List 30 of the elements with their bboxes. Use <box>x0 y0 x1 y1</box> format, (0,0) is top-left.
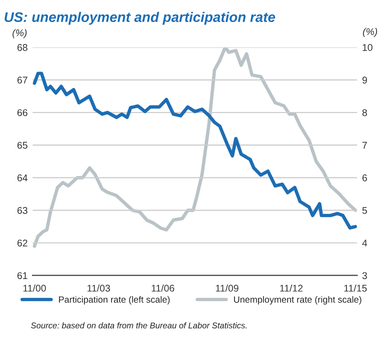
legend-label: Unemployment rate (right scale) <box>234 296 362 305</box>
y-tick-label: 65 <box>17 142 28 149</box>
y2-tick-label: 3 <box>362 272 367 280</box>
chart-title: US: unemployment and participation rate <box>4 12 276 25</box>
y-tick-label: 68 <box>17 44 28 51</box>
y2-tick-label: 4 <box>362 240 368 246</box>
y2-tick-label: 9 <box>362 76 367 84</box>
x-tick-label: 11/00 <box>23 284 46 292</box>
y-tick-label: 66 <box>17 109 28 116</box>
y-axis-title: (%) <box>12 29 27 38</box>
y2-tick-label: 8 <box>362 109 367 116</box>
y2-tick-label: 7 <box>362 142 367 149</box>
line-series <box>32 47 358 248</box>
y2-axis-title: (%) <box>362 28 378 37</box>
source-note: Source: based on data from the Bureau of Labor Statistics. <box>30 322 246 328</box>
x-tick-label: 11/12 <box>280 284 303 292</box>
y-tick-label: 61 <box>17 272 28 280</box>
x-tick-label: 11/15 <box>344 284 367 292</box>
legend-label: Participation rate (left scale) <box>59 296 170 305</box>
y-tick-label: 64 <box>17 174 28 182</box>
x-tick-label: 11/03 <box>88 284 110 292</box>
y2-tick-label: 5 <box>362 207 367 214</box>
y-tick-label: 67 <box>17 76 28 84</box>
x-tick-label: 11/06 <box>152 284 174 292</box>
y2-tick-label: 6 <box>362 174 367 182</box>
y2-tick-label: 10 <box>362 44 372 51</box>
y-tick-label: 63 <box>17 207 28 214</box>
x-tick-label: 11/09 <box>216 284 238 292</box>
line-series <box>32 72 358 230</box>
y-tick-label: 62 <box>17 240 28 246</box>
